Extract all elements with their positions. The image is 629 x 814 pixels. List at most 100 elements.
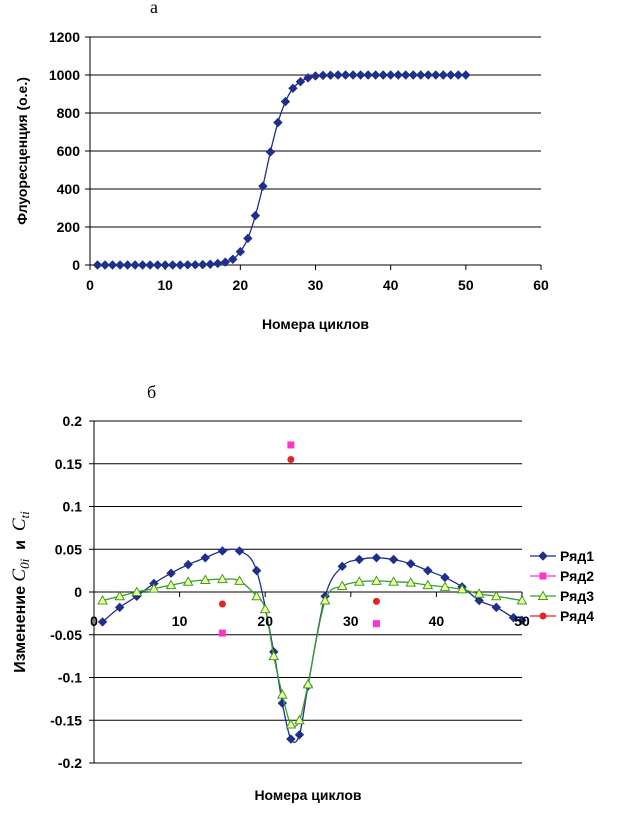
x-tick-label: 30 (343, 613, 359, 629)
data-point (190, 260, 200, 270)
data-point (100, 260, 110, 270)
data-point (416, 70, 426, 80)
data-point (423, 70, 433, 80)
data-point (115, 260, 125, 270)
data-point (371, 575, 382, 585)
legend-label: Ряд4 (560, 608, 594, 624)
data-point (388, 576, 399, 586)
data-point (276, 689, 288, 699)
series-line (97, 74, 466, 266)
y-tick-label: 0 (74, 584, 82, 600)
data-point (405, 577, 417, 587)
x-tick-label: 50 (458, 277, 474, 293)
data-point (294, 714, 305, 725)
data-point (288, 83, 298, 94)
panel-label-b: б (147, 382, 156, 402)
data-point (372, 597, 380, 605)
data-point (251, 565, 262, 576)
data-point (160, 260, 170, 270)
data-point (228, 254, 238, 265)
legend-marker (539, 572, 547, 580)
data-point (517, 615, 527, 625)
x-tick-label: 10 (172, 613, 188, 629)
data-point (165, 579, 177, 590)
y-axis-title-b: Изменение C0i и Cti (9, 511, 32, 673)
data-point (474, 595, 484, 606)
data-point (152, 260, 163, 270)
data-point (218, 629, 226, 637)
data-point (508, 612, 519, 623)
data-point (340, 70, 351, 80)
data-point (423, 565, 433, 576)
data-point (97, 617, 108, 627)
data-point (273, 117, 283, 128)
data-point (107, 260, 118, 270)
data-point (148, 583, 160, 593)
data-point (220, 257, 231, 267)
data-point (114, 602, 125, 613)
x-tick-label: 20 (257, 613, 273, 629)
data-point (258, 181, 268, 191)
data-point (319, 595, 331, 605)
x-tick-label: 40 (429, 613, 445, 629)
data-point (250, 210, 261, 221)
data-point (456, 583, 468, 594)
data-point (199, 574, 211, 585)
y-tick-label: 200 (57, 219, 81, 235)
data-point (198, 259, 208, 270)
x-tick-label: 10 (157, 277, 173, 293)
x-tick-label: 0 (90, 613, 98, 629)
data-point (217, 546, 228, 556)
data-point (217, 573, 228, 584)
chart-panel-b: б -0.2 -0.15 -0.1 -0.05 0 0.05 0.1 0.15 0.2 0 10 20… (9, 382, 594, 803)
data-point (333, 70, 343, 80)
data-point (440, 572, 450, 583)
data-point (302, 678, 314, 689)
data-point (354, 576, 365, 586)
legend-marker (538, 551, 548, 561)
data-point (337, 561, 347, 572)
data-point (285, 719, 297, 729)
grid-b (94, 420, 522, 721)
y-tick-label: 0 (72, 257, 80, 273)
data-point (234, 546, 245, 556)
data-point (130, 260, 140, 270)
data-point (234, 575, 245, 585)
y-tick-label: 0.05 (55, 541, 82, 557)
data-point (287, 455, 295, 463)
legend-item: Ряд2 (530, 568, 594, 584)
x-tick-label: 0 (86, 277, 94, 293)
data-point (385, 70, 396, 80)
data-point (310, 71, 321, 81)
data-point (295, 76, 306, 87)
data-point (182, 576, 194, 586)
data-point (325, 70, 336, 80)
data-point (372, 620, 380, 628)
legend-label: Ряд1 (560, 548, 594, 564)
data-point (122, 260, 133, 270)
grid-a (90, 36, 541, 228)
legend-marker (537, 590, 549, 600)
data-point (439, 581, 451, 591)
data-point (114, 590, 126, 601)
y-tick-label: -0.1 (58, 670, 82, 686)
x-tick-label: 40 (383, 277, 399, 293)
data-point (175, 260, 185, 270)
data-point (446, 70, 456, 80)
data-point (431, 70, 441, 80)
data-point (259, 603, 271, 614)
data-point (354, 554, 365, 565)
panel-label-a: а (150, 0, 158, 17)
y-tick-label: -0.15 (50, 712, 82, 728)
y-tick-label: 0.1 (63, 499, 83, 515)
y-tick-label: 800 (57, 105, 81, 121)
data-point (406, 559, 416, 569)
data-point (461, 70, 471, 80)
series-line (102, 578, 523, 728)
x-tick-label: 20 (233, 277, 249, 293)
data-point (205, 259, 215, 269)
data-point (235, 246, 246, 257)
data-point (286, 734, 296, 744)
data-point (265, 147, 276, 157)
legend-marker (539, 612, 547, 620)
